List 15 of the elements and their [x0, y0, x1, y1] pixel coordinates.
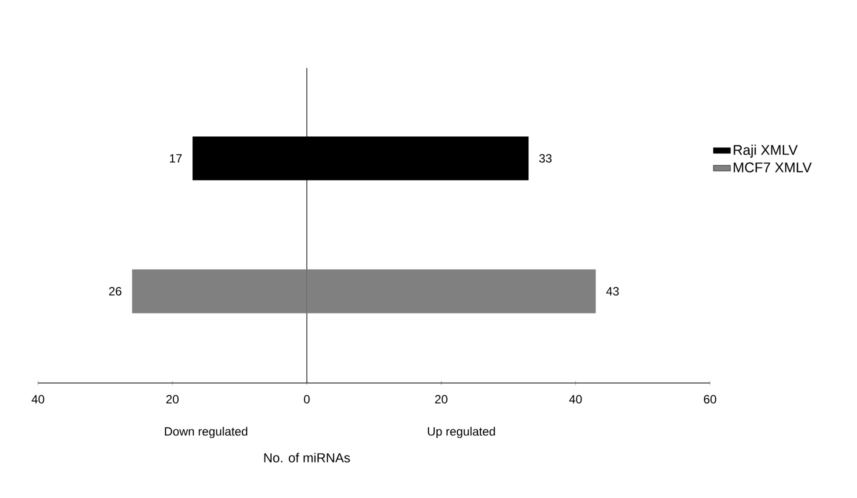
x-tick-label: 40 [32, 394, 44, 404]
data-label: 43 [606, 287, 619, 296]
x-tick-label: 20 [435, 394, 448, 404]
x-tick-label: 60 [704, 394, 716, 404]
text: Down regulated [164, 426, 248, 438]
x-tick-label: 40 [569, 394, 582, 404]
data-label: 33 [539, 154, 552, 163]
data-label: 17 [170, 154, 182, 163]
x-tick-label: 20 [166, 394, 179, 404]
text: Up regulated [428, 426, 495, 438]
legend-label: MCF7 XMLV [734, 162, 812, 172]
x-axis-title: No. of miRNAs [264, 452, 350, 462]
legend-label: Raji XMLV [734, 144, 798, 158]
data-label: 26 [109, 287, 122, 296]
x-tick-label: 0 [304, 394, 310, 404]
